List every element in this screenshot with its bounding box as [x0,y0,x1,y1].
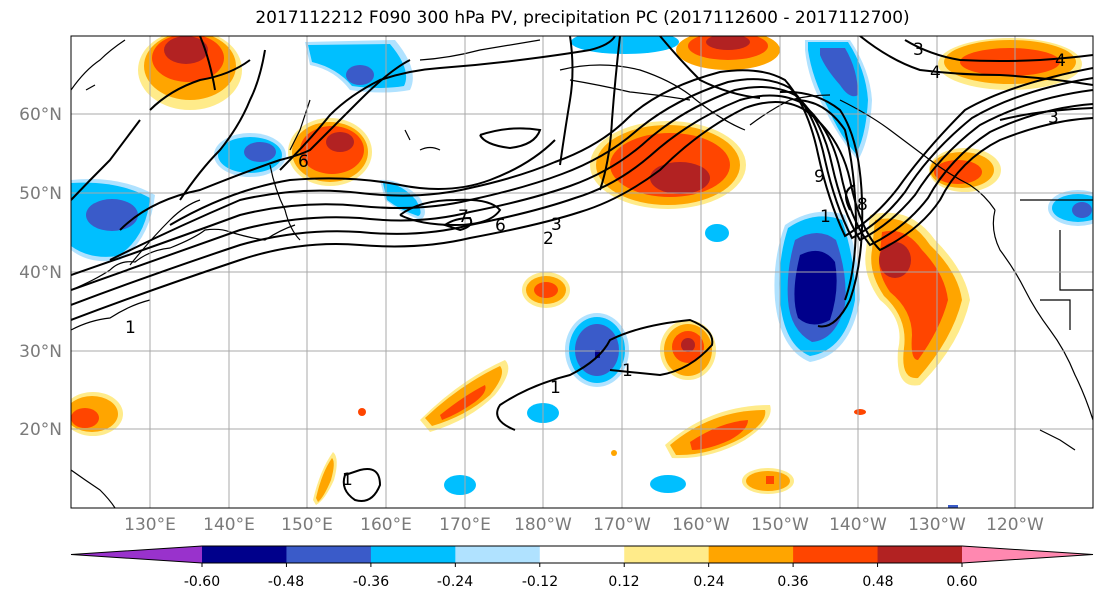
contour-label: 3 [551,215,562,235]
contour-label: 7 [458,207,469,227]
contour-label: 8 [857,195,868,215]
lat-label: 50°N [19,184,62,204]
colorbar-tick-label: -0.36 [353,574,389,590]
lon-label: 140°W [829,515,887,535]
contour-labels: 1 1 1 1 1 2 3 3 3 4 4 6 6 7 8 9 [125,40,1066,490]
contour-label: 4 [1055,51,1066,71]
coastlines [71,39,1093,508]
lon-label: 160°W [672,515,730,535]
longitude-labels: 130°E 140°E 150°E 160°E 170°E 180°W 170°… [124,515,1044,535]
lat-label: 30°N [19,342,62,362]
colorbar-extend-high [962,546,1093,563]
lon-label: 150°W [751,515,809,535]
lat-label: 60°N [19,105,62,125]
contour-label: 1 [820,207,831,227]
precipitation-shading: 1 1 1 1 1 2 3 3 3 4 4 6 6 7 8 9 [71,36,1093,508]
contour-label: 3 [913,40,924,60]
pv-contours [71,36,1093,502]
lon-label: 170°W [593,515,651,535]
contour-label: 1 [622,361,633,381]
colorbar-segment [793,546,879,563]
colorbar-extend-low [71,546,202,563]
colorbar-tick-label: 0.36 [777,574,808,590]
contour-label: 6 [298,152,309,172]
lon-label: 130°W [908,515,966,535]
lon-label: 140°E [203,515,255,535]
colorbar-segment [624,546,710,563]
colorbar-segment [877,546,963,563]
lon-label: 180°W [514,515,572,535]
colorbar-tick-label: -0.48 [268,574,304,590]
colorbar-segment [455,546,541,563]
colorbar-ticks: -0.60 -0.48 -0.36 -0.24 -0.12 0.12 0.24 … [184,574,978,590]
lon-label: 120°W [986,515,1044,535]
lon-label: 170°E [439,515,491,535]
lat-label: 40°N [19,263,62,283]
contour-label: 4 [930,63,941,83]
colorbar-tick-label: -0.24 [437,574,473,590]
contour-label: 2 [543,229,554,249]
colorbar-segment [539,546,625,563]
colorbar-segment [370,546,456,563]
colorbar-segment [708,546,794,563]
contour-label: 1 [342,470,353,490]
contour-label: 1 [550,378,561,398]
colorbar-segments [70,545,1094,567]
lon-label: 130°E [124,515,176,535]
positive-anomaly-shading [71,36,1082,505]
contour-label: 3 [1048,108,1059,128]
colorbar-tick-label: 0.12 [608,574,639,590]
latitude-labels: 60°N 50°N 40°N 30°N 20°N [19,105,62,440]
colorbar-tick-label: 0.48 [862,574,893,590]
colorbar-tick-label: -0.12 [522,574,558,590]
lon-label: 160°E [360,515,412,535]
colorbar-segment [286,546,372,563]
lon-label: 150°E [281,515,333,535]
lat-label: 20°N [19,420,62,440]
colorbar-tick-label: -0.60 [184,574,220,590]
contour-label: 9 [814,167,825,187]
map-title: 2017112212 F090 300 hPa PV, precipitatio… [255,8,910,28]
colorbar-tick-label: 0.60 [946,574,977,590]
colorbar-tick-label: 0.24 [693,574,724,590]
map-frame [70,35,1094,509]
contour-label: 6 [495,216,506,236]
colorbar-segment [202,546,287,563]
contour-label: 1 [125,318,136,338]
